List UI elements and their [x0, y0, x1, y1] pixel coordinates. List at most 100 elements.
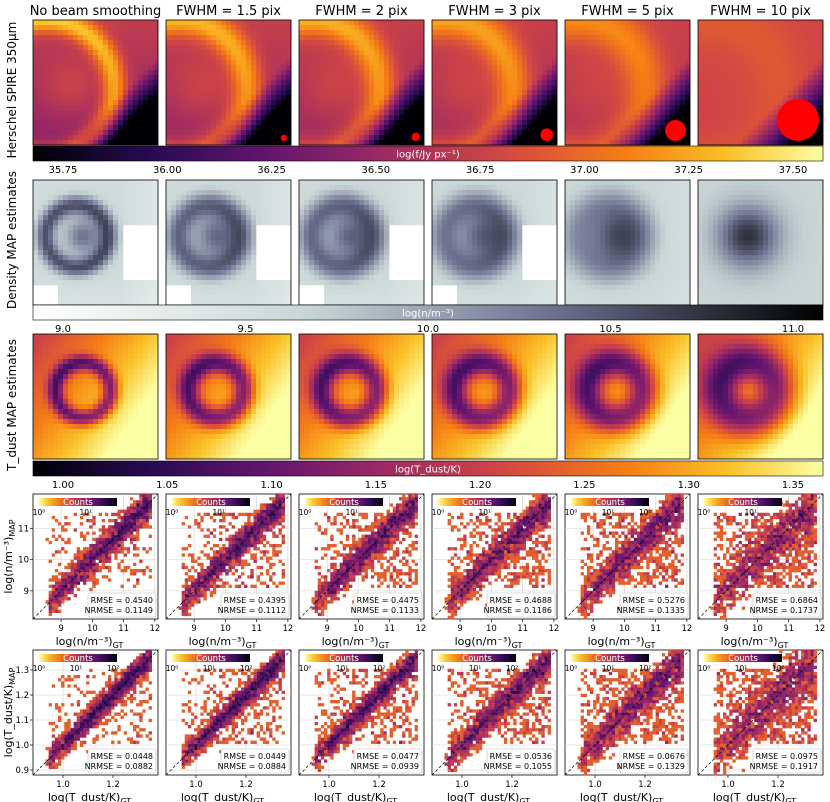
colorbar-density	[32, 304, 824, 321]
histogram-cell	[187, 553, 192, 557]
histogram-cell	[402, 550, 406, 554]
histogram-cell	[342, 569, 347, 573]
histogram-cell	[457, 587, 461, 592]
histogram-cell	[408, 653, 412, 657]
histogram-cell	[79, 721, 84, 726]
histogram-cell	[377, 559, 381, 563]
histogram-cell	[580, 612, 584, 617]
histogram-cell	[361, 703, 365, 707]
histogram-cell	[231, 728, 235, 732]
histogram-cell	[807, 544, 811, 548]
histogram-cell	[219, 721, 223, 726]
histogram-cell	[677, 519, 681, 523]
histogram-cell	[726, 584, 730, 588]
histogram-cell	[203, 597, 207, 601]
histogram-cell	[624, 515, 628, 520]
histogram-cell	[123, 712, 127, 716]
histogram-cell	[478, 531, 483, 535]
histogram-cell	[532, 569, 536, 573]
histogram-cell	[358, 553, 362, 557]
histogram-cell	[602, 522, 606, 526]
histogram-cell	[491, 534, 495, 538]
histogram-cell	[732, 531, 736, 535]
histogram-cell	[222, 525, 226, 529]
histogram-cell	[478, 581, 483, 585]
histogram-cell	[136, 659, 140, 663]
histogram-cell	[813, 537, 817, 542]
histogram-cell	[216, 725, 220, 729]
histogram-cell	[544, 506, 548, 510]
histogram-cell	[457, 556, 461, 560]
histogram-cell	[741, 565, 746, 570]
histogram-cell	[377, 715, 381, 719]
histogram-cell	[785, 537, 789, 542]
histogram-cell	[317, 525, 322, 529]
column-title: FWHM = 5 pix	[581, 4, 674, 19]
histogram-cell	[136, 678, 140, 682]
histogram-cell	[624, 534, 628, 538]
histogram-cell	[519, 547, 523, 551]
histogram-cell	[317, 597, 322, 601]
histogram-cell	[222, 681, 226, 685]
histogram-cell	[187, 759, 192, 763]
histogram-cell	[513, 556, 517, 560]
histogram-cell	[311, 600, 315, 604]
histogram-cell	[804, 531, 808, 535]
histogram-cell	[469, 550, 473, 554]
histogram-cell	[148, 662, 152, 666]
histogram-cell	[225, 572, 229, 576]
histogram-cell	[605, 575, 609, 579]
histogram-cell	[256, 540, 260, 545]
histogram-cell	[95, 556, 99, 560]
histogram-cell	[139, 569, 143, 573]
histogram-cell	[630, 525, 634, 529]
histogram-cell	[191, 750, 195, 754]
histogram-cell	[374, 537, 378, 542]
histogram-cell	[234, 725, 239, 729]
histogram-cell	[126, 690, 131, 694]
histogram-cell	[370, 534, 375, 538]
histogram-cell	[377, 534, 381, 538]
nrmse-value: NRMSE = 0.1186	[484, 606, 552, 615]
histogram-cell	[58, 709, 62, 713]
histogram-cell	[621, 531, 625, 535]
histogram-cell	[525, 569, 530, 573]
histogram-cell	[225, 550, 229, 554]
histogram-cell	[70, 565, 74, 570]
histogram-cell	[54, 590, 59, 595]
x-tick-label: 9	[324, 624, 329, 634]
histogram-cell	[463, 534, 467, 538]
histogram-cell	[269, 662, 273, 666]
histogram-cell	[463, 540, 467, 545]
panel-frame	[564, 19, 691, 146]
histogram-cell	[92, 559, 96, 563]
histogram-cell	[744, 519, 749, 523]
histogram-cell	[231, 725, 235, 729]
histogram-cell	[402, 659, 406, 663]
histogram-cell	[231, 547, 235, 551]
histogram-cell	[794, 515, 799, 520]
histogram-cell	[500, 550, 505, 554]
histogram-cell	[741, 584, 746, 588]
histogram-cell	[627, 531, 631, 535]
histogram-cell	[392, 581, 397, 585]
histogram-cell	[411, 668, 415, 673]
histogram-cell	[757, 572, 761, 576]
histogram-cell	[751, 556, 755, 560]
histogram-cell	[219, 550, 223, 554]
histogram-cell	[583, 575, 588, 579]
histogram-cell	[89, 553, 93, 557]
histogram-cell	[98, 693, 102, 698]
histogram-cell	[181, 743, 185, 748]
histogram-cell	[580, 609, 584, 613]
histogram-cell	[374, 700, 378, 704]
histogram-cell	[677, 540, 681, 545]
histogram-cell	[615, 572, 619, 576]
histogram-cell	[139, 678, 143, 682]
histogram-cell	[70, 731, 74, 735]
histogram-cell	[266, 512, 270, 517]
histogram-cell	[547, 509, 551, 513]
histogram-cell	[247, 712, 251, 716]
histogram-cell	[649, 537, 653, 542]
histogram-cell	[621, 578, 625, 582]
